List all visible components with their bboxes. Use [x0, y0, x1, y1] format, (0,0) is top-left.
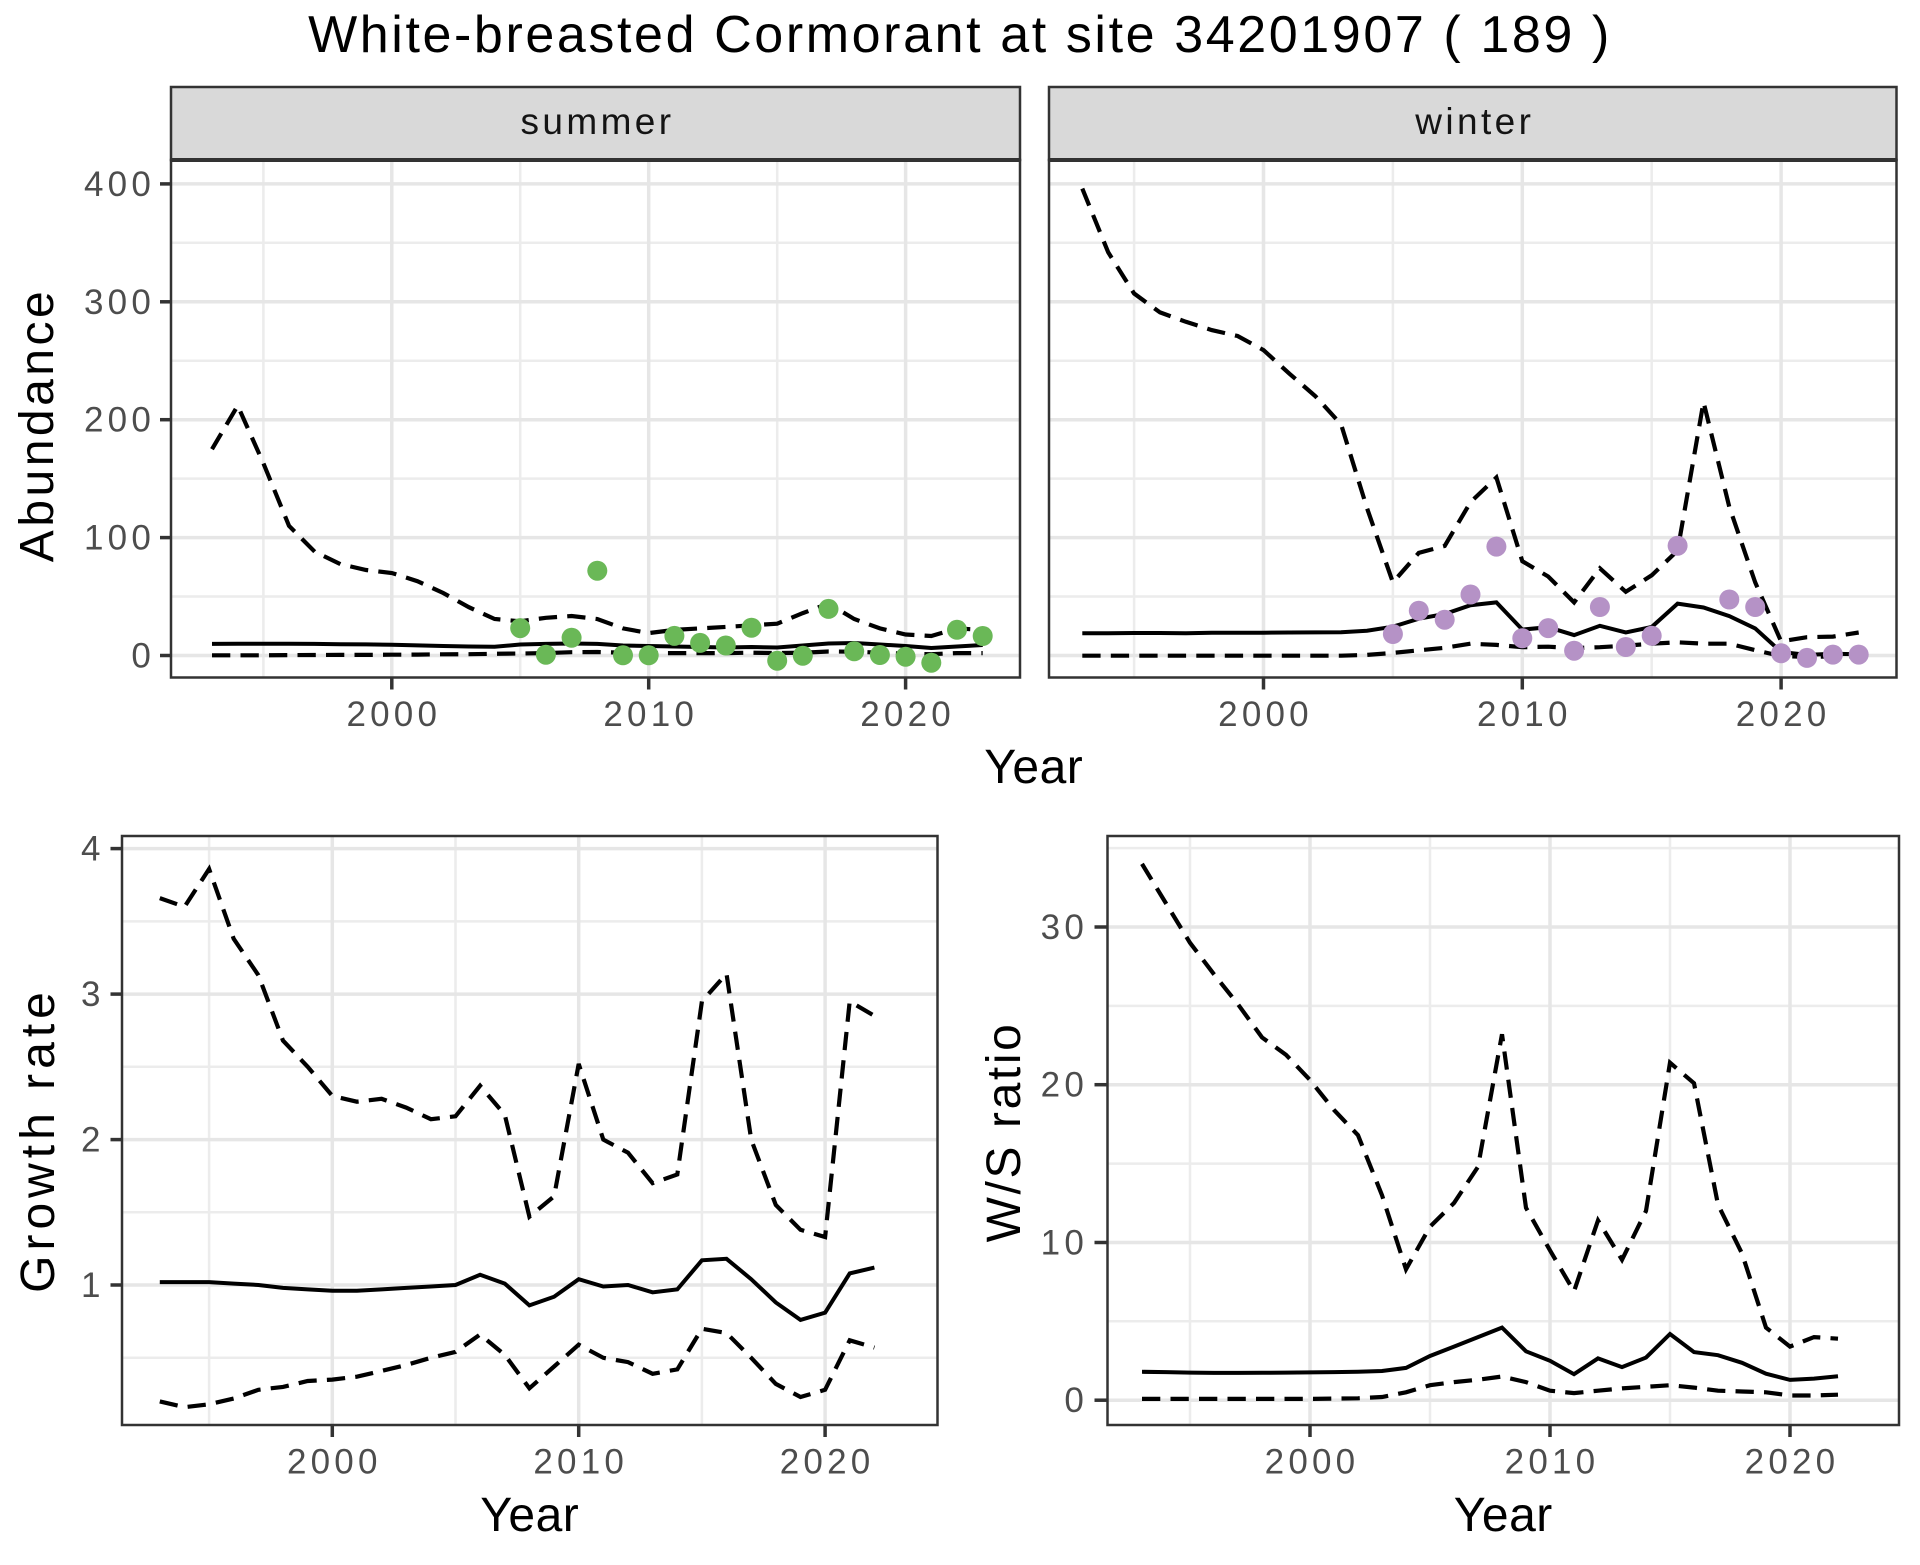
svg-text:Year: Year	[1454, 1489, 1553, 1542]
svg-text:2010: 2010	[1505, 1443, 1600, 1482]
svg-text:W/S ratio: W/S ratio	[978, 1022, 1031, 1243]
svg-text:2000: 2000	[287, 1443, 382, 1482]
svg-text:2010: 2010	[1477, 695, 1572, 734]
svg-text:0: 0	[131, 637, 155, 676]
svg-text:Year: Year	[480, 1489, 579, 1542]
svg-text:300: 300	[84, 283, 155, 322]
svg-text:20: 20	[1041, 1066, 1088, 1105]
svg-text:2010: 2010	[533, 1443, 628, 1482]
svg-text:winter: winter	[1414, 101, 1534, 142]
svg-text:1: 1	[81, 1266, 100, 1305]
svg-text:2: 2	[81, 1121, 100, 1160]
svg-text:400: 400	[84, 165, 155, 204]
svg-text:30: 30	[1041, 908, 1088, 947]
svg-text:2000: 2000	[1218, 695, 1313, 734]
svg-text:Abundance: Abundance	[11, 288, 64, 562]
svg-text:2000: 2000	[1265, 1443, 1360, 1482]
svg-text:2020: 2020	[860, 695, 955, 734]
svg-text:summer: summer	[520, 101, 674, 142]
svg-text:200: 200	[84, 401, 155, 440]
svg-text:0: 0	[1064, 1381, 1088, 1420]
svg-text:2020: 2020	[1745, 1443, 1840, 1482]
svg-text:3: 3	[81, 975, 100, 1014]
svg-text:Growth rate: Growth rate	[12, 987, 65, 1293]
svg-text:100: 100	[84, 519, 155, 558]
svg-text:10: 10	[1041, 1224, 1088, 1263]
svg-text:4: 4	[81, 830, 100, 869]
svg-text:White-breasted Cormorant at si: White-breasted Cormorant at site 3420190…	[308, 6, 1612, 64]
svg-text:2010: 2010	[603, 695, 698, 734]
svg-text:2020: 2020	[1736, 695, 1831, 734]
svg-text:2000: 2000	[346, 695, 441, 734]
svg-text:Year: Year	[984, 741, 1083, 794]
svg-text:2020: 2020	[780, 1443, 875, 1482]
